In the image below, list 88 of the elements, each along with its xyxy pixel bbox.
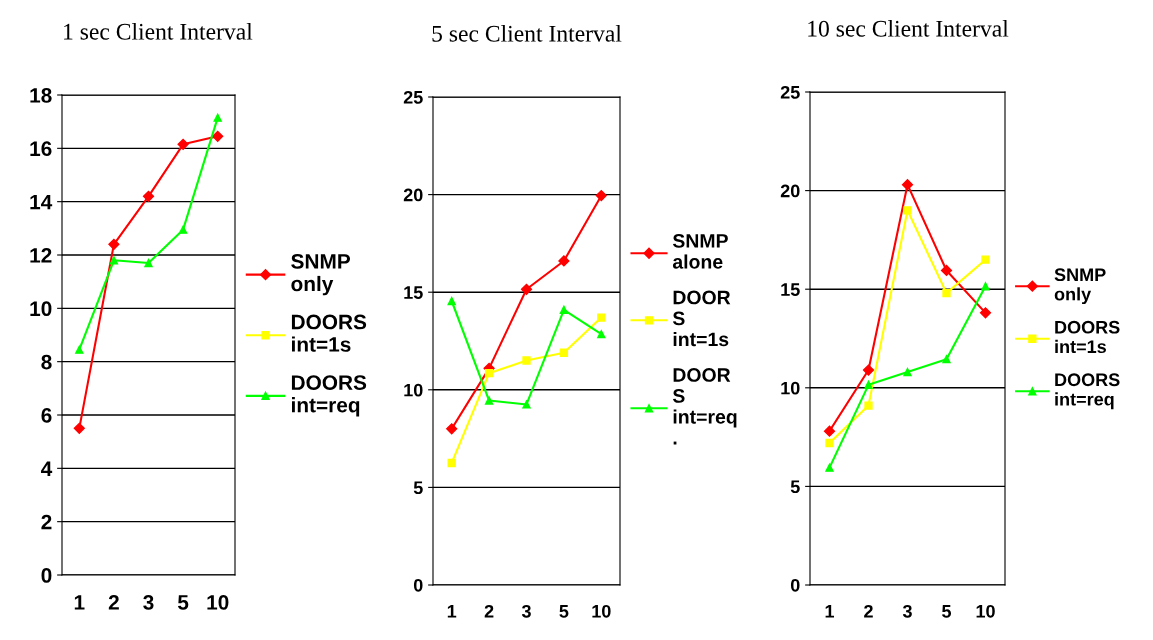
point — [108, 238, 120, 250]
point — [213, 113, 222, 122]
x-tick-label: 10 — [976, 604, 995, 618]
point — [979, 307, 992, 319]
point — [558, 255, 570, 267]
point — [825, 438, 834, 448]
point — [178, 225, 188, 234]
x-tick-label: 2 — [108, 594, 119, 610]
point — [522, 400, 531, 409]
y-tick-label: 10 — [404, 383, 423, 397]
point — [559, 305, 569, 314]
y-tick-label: 12 — [30, 248, 52, 263]
point — [903, 206, 912, 215]
point — [981, 255, 990, 264]
y-tick-label: 0 — [790, 578, 800, 592]
point — [522, 356, 531, 365]
y-tick-label: 10 — [781, 381, 800, 395]
y-tick-label: 6 — [41, 408, 52, 423]
x-tick-label: 10 — [592, 604, 611, 618]
x-tick-label: 3 — [902, 604, 912, 618]
y-tick-label: 15 — [781, 283, 800, 296]
point — [864, 401, 873, 410]
point — [864, 380, 873, 390]
legend-label: DOOR S int=req . — [672, 368, 737, 445]
point — [942, 288, 951, 298]
point — [75, 345, 84, 354]
point — [903, 367, 912, 377]
legend-label: DOORS int=1s — [291, 314, 367, 352]
point — [940, 264, 953, 277]
y-tick-label: 25 — [403, 90, 423, 104]
x-tick-label: 2 — [864, 604, 873, 618]
y-tick-label: 2 — [41, 514, 52, 530]
legend-label: SNMP only — [291, 254, 351, 296]
point — [595, 189, 607, 202]
chart-title: 1 sec Client Interval — [64, 23, 253, 40]
point — [109, 256, 119, 265]
point — [901, 179, 914, 191]
x-tick-label: 5 — [559, 605, 569, 618]
y-tick-label: 8 — [41, 354, 52, 370]
y-tick-label: 0 — [413, 578, 423, 592]
x-tick-label: 5 — [177, 595, 189, 610]
point — [446, 423, 458, 435]
y-tick-label: 14 — [30, 194, 53, 210]
legend-label: DOORS int=req — [1055, 373, 1120, 410]
point — [823, 425, 836, 437]
point — [825, 463, 834, 472]
point — [862, 364, 875, 376]
point — [73, 422, 85, 434]
x-tick-label: 2 — [484, 604, 494, 618]
chart-title: 5 sec Client Interval — [432, 25, 622, 42]
point — [484, 369, 494, 378]
y-tick-label: 10 — [30, 301, 52, 317]
point — [484, 396, 494, 405]
legend-label: SNMP only — [1054, 268, 1106, 305]
legend-label: DOOR S int=1s — [672, 290, 731, 347]
point — [447, 296, 456, 306]
chart-title: 10 sec Client Interval — [808, 20, 1009, 37]
legend-label: DOORS int=1s — [1055, 320, 1120, 354]
point — [142, 190, 155, 202]
y-tick-label: 20 — [780, 184, 800, 198]
y-tick-label: 5 — [413, 481, 423, 495]
y-tick-label: 25 — [780, 85, 800, 99]
y-tick-label: 16 — [30, 141, 52, 157]
x-tick-label: 1 — [74, 595, 85, 610]
point — [144, 258, 153, 268]
point — [597, 330, 606, 339]
point — [212, 130, 224, 142]
point — [597, 313, 606, 322]
y-tick-label: 5 — [790, 480, 800, 494]
y-tick-label: 0 — [41, 568, 52, 583]
y-tick-label: 15 — [404, 286, 423, 299]
point — [981, 282, 990, 291]
point — [942, 355, 951, 364]
y-tick-label: 4 — [41, 461, 53, 476]
point — [559, 348, 569, 357]
x-tick-label: 10 — [207, 594, 229, 610]
point — [447, 458, 456, 468]
x-tick-label: 5 — [942, 605, 952, 618]
point — [177, 138, 189, 150]
x-tick-label: 3 — [143, 594, 154, 610]
x-tick-label: 1 — [447, 605, 457, 618]
x-tick-label: 3 — [521, 604, 531, 618]
y-tick-label: 20 — [403, 188, 423, 202]
legend-label: DOORS int=req — [291, 375, 367, 417]
legend-label: SNMP alone — [672, 233, 728, 269]
point — [520, 283, 533, 295]
x-tick-label: 1 — [825, 605, 835, 618]
y-tick-label: 18 — [30, 88, 52, 103]
